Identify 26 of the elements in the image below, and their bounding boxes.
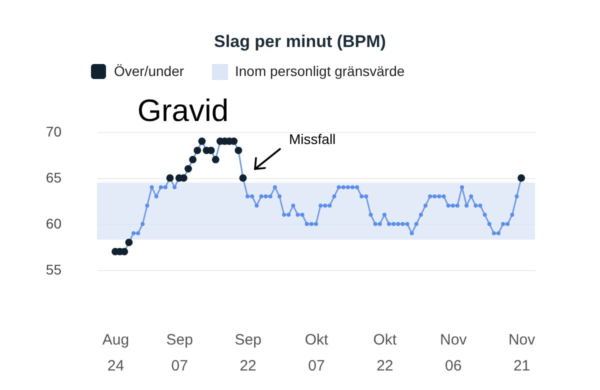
point (239, 174, 247, 182)
x-tick-label: Aug 24 (102, 332, 130, 374)
point (125, 238, 133, 246)
x-tick-label: Sep 22 (234, 332, 262, 374)
point (518, 174, 526, 182)
y-tick-label: 65 (46, 170, 62, 186)
legend-label: Inom personligt gränsvärde (235, 63, 405, 79)
point (212, 156, 220, 164)
point (189, 156, 197, 164)
text: Gravid (137, 93, 229, 128)
annotation: Missfall (289, 131, 336, 147)
point (166, 174, 174, 182)
legend-label: Över/under (114, 63, 184, 79)
point (198, 138, 206, 145)
x-tick-label: Sep 07 (166, 332, 193, 374)
x-tick-label: Okt 22 (373, 332, 398, 374)
x-tick-label: Okt 07 (304, 332, 329, 374)
x-tick-label: Nov 06 (440, 332, 468, 374)
y-tick-label: 70 (46, 124, 62, 140)
point (194, 146, 202, 154)
point (184, 165, 192, 172)
x-tick-label: Nov 21 (508, 332, 536, 374)
point (234, 146, 242, 154)
y-tick-label: 55 (46, 262, 62, 278)
chart-title: Slag per minut (BPM) (214, 32, 386, 51)
y-tick-label: 60 (46, 216, 62, 232)
